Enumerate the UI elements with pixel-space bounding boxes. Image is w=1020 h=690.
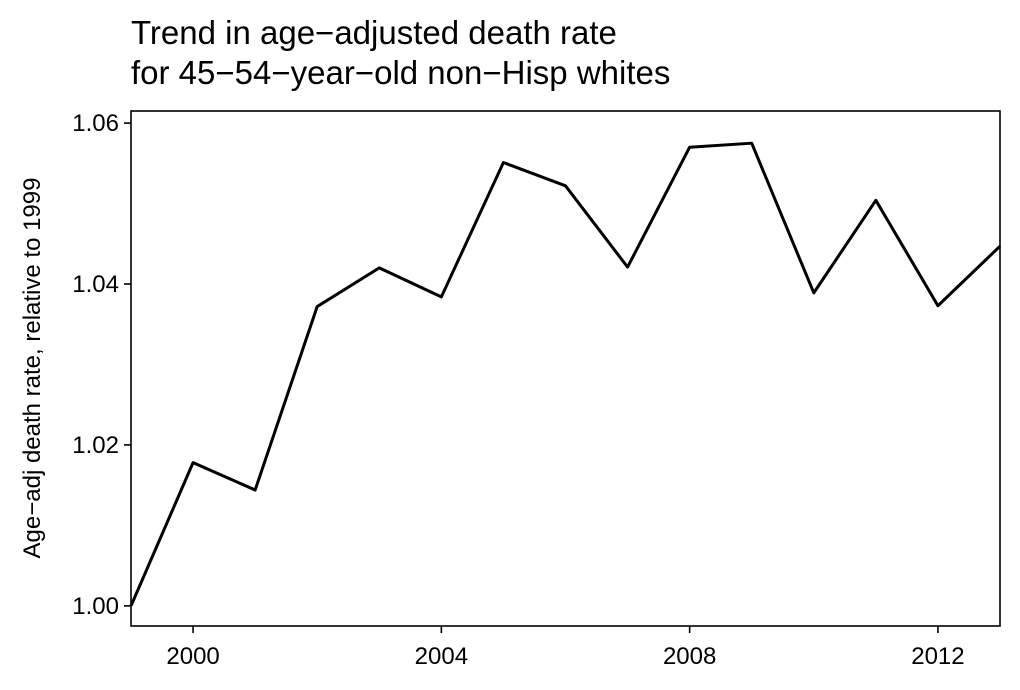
x-tick-label: 2008	[663, 643, 716, 670]
axis-ticks: 2000 2004 2008 2012 1.00 1.02 1.04 1.06	[72, 110, 964, 670]
y-axis-title: Age−adj death rate, relative to 1999	[19, 178, 46, 559]
series-line	[129, 141, 1002, 607]
y-tick-label: 1.00	[72, 593, 119, 620]
chart-title-line-1: Trend in age−adjusted death rate	[131, 14, 617, 51]
x-tick-label: 2004	[415, 643, 468, 670]
x-tick-label: 2012	[911, 643, 964, 670]
series-layer	[129, 141, 1002, 607]
plot-area-frame	[130, 110, 1001, 627]
x-tick-label: 2000	[166, 643, 219, 670]
y-tick-label: 1.06	[72, 110, 119, 137]
y-tick-label: 1.04	[72, 271, 119, 298]
y-tick-label: 1.02	[72, 432, 119, 459]
chart-title-line-2: for 45−54−year−old non−Hisp whites	[131, 54, 670, 91]
